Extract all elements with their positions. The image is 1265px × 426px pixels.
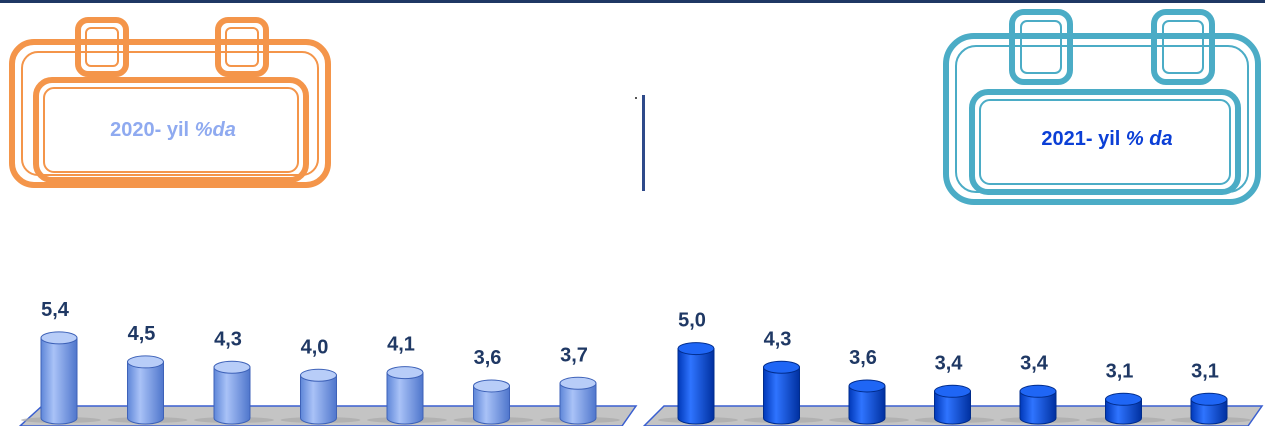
chart-2021-value-label: 3,6	[849, 347, 877, 369]
calendar-2021-icon	[943, 9, 1261, 205]
chart-2020-value-label: 3,6	[474, 347, 502, 369]
calendar-2021-label: 2021- yil % da	[982, 128, 1232, 151]
chart-2021-value-label: 3,1	[1191, 360, 1219, 382]
calendar-2020-icon	[9, 17, 331, 188]
chart-2021-bar	[743, 360, 824, 425]
chart-2021-value-label: 5,0	[678, 310, 706, 332]
top-border-line	[0, 0, 1265, 3]
chart-2021-value-label: 3,1	[1106, 360, 1134, 382]
calendar-2020-suffix: %da	[194, 119, 236, 141]
chart-2020-value-label: 4,1	[387, 334, 415, 356]
chart-2021-value-label: 3,4	[1020, 352, 1049, 374]
chart-2021-bar	[829, 379, 909, 425]
calendar-2020-year: 2020- yil	[110, 119, 195, 141]
calendar-2020-label: 2020- yil %da	[48, 119, 298, 142]
chart-2020-bar	[21, 331, 101, 425]
chart-2021-value-label: 3,4	[935, 352, 964, 374]
calendar-2021-suffix: % da	[1125, 128, 1173, 150]
chart-2021-bar	[1171, 392, 1251, 425]
chart-2020-bar	[194, 360, 274, 425]
chart-2020-value-label: 5,4	[41, 299, 70, 321]
calendar-2021: 2021- yil % da	[942, 6, 1262, 206]
chart-2021-bar	[914, 384, 995, 425]
center-divider	[642, 95, 645, 191]
chart-2020-bar	[280, 368, 361, 425]
chart-2021-bar	[1085, 392, 1166, 425]
chart-2020-value-label: 4,5	[128, 323, 156, 345]
chart-2021-bar	[1000, 384, 1080, 425]
chart-2020-value-label: 4,3	[214, 328, 242, 350]
divider-dot	[635, 97, 637, 99]
chart-2020-bar	[107, 355, 188, 425]
chart-2020-value-label: 4,0	[301, 336, 329, 358]
chart-2020-bar	[540, 376, 620, 425]
calendar-2021-year: 2021- yil	[1041, 128, 1126, 150]
chart-2021-bar	[658, 342, 738, 425]
calendar-2020: 2020- yil %da	[8, 14, 333, 189]
chart-2020-value-label: 3,7	[560, 344, 588, 366]
chart-2020-bar	[453, 379, 534, 425]
chart-2020-bar	[367, 366, 447, 425]
chart-2021-value-label: 4,3	[764, 328, 792, 350]
